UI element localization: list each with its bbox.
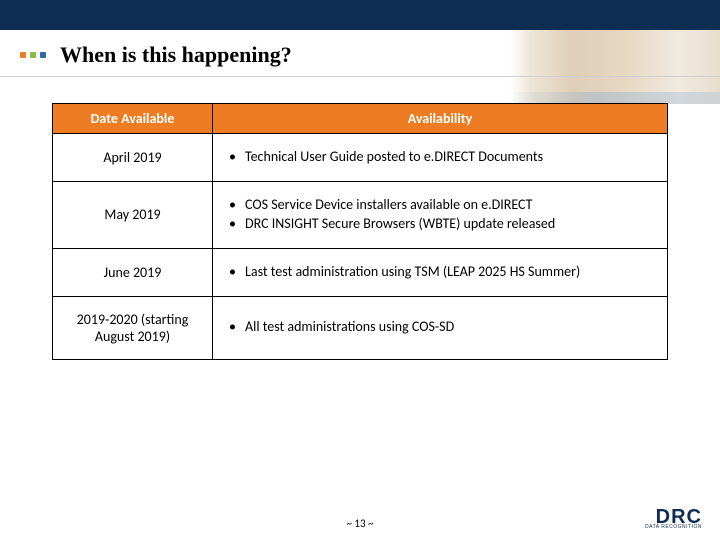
dot-blue xyxy=(40,52,46,58)
table-row: May 2019 COS Service Device installers a… xyxy=(53,181,668,248)
schedule-table: Date Available Availability April 2019 T… xyxy=(52,103,668,360)
table-row: 2019-2020 (starting August 2019) All tes… xyxy=(53,296,668,359)
cell-date: April 2019 xyxy=(53,134,213,182)
list-item: Technical User Guide posted to e.DIRECT … xyxy=(223,148,657,167)
footer-page-number: ~ 13 ~ xyxy=(0,517,720,530)
dot-orange xyxy=(20,52,26,58)
cell-availability: All test administrations using COS-SD xyxy=(213,296,668,359)
col-header-date: Date Available xyxy=(53,104,213,134)
list-item: Last test administration using TSM (LEAP… xyxy=(223,263,657,282)
dot-green xyxy=(30,52,36,58)
top-bar xyxy=(0,0,720,30)
table-row: April 2019 Technical User Guide posted t… xyxy=(53,134,668,182)
header-row: When is this happening? xyxy=(0,30,720,77)
list-item: COS Service Device installers available … xyxy=(223,196,657,215)
logo-text-sub: DATA RECOGNITION xyxy=(645,525,702,530)
col-header-availability: Availability xyxy=(213,104,668,134)
cell-date: June 2019 xyxy=(53,248,213,296)
content-area: Date Available Availability April 2019 T… xyxy=(0,77,720,360)
list-item: All test administrations using COS-SD xyxy=(223,318,657,337)
accent-dots xyxy=(20,52,46,58)
cell-availability: COS Service Device installers available … xyxy=(213,181,668,248)
list-item: DRC INSIGHT Secure Browsers (WBTE) updat… xyxy=(223,215,657,234)
page-title: When is this happening? xyxy=(60,42,292,68)
cell-date: May 2019 xyxy=(53,181,213,248)
cell-availability: Last test administration using TSM (LEAP… xyxy=(213,248,668,296)
table-row: June 2019 Last test administration using… xyxy=(53,248,668,296)
cell-availability: Technical User Guide posted to e.DIRECT … xyxy=(213,134,668,182)
cell-date: 2019-2020 (starting August 2019) xyxy=(53,296,213,359)
drc-logo: DRC DATA RECOGNITION xyxy=(645,507,702,530)
